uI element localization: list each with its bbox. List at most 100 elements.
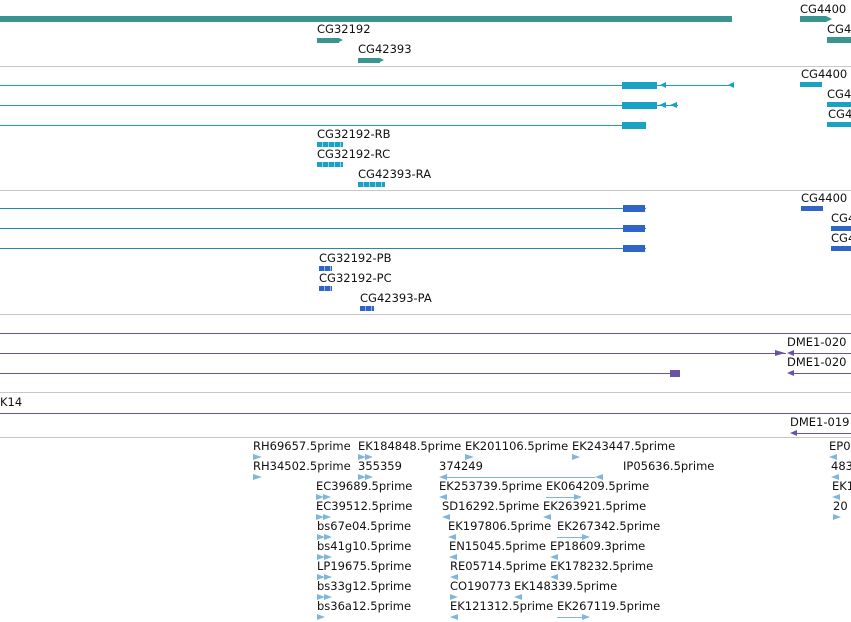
transcript-rb2-exon[interactable] <box>622 102 657 109</box>
rna-line-3[interactable] <box>0 373 680 374</box>
est-label-ek121312[interactable]: EK121312.5prime <box>450 599 554 613</box>
est-ek267342-line[interactable] <box>557 537 583 538</box>
transcript-rb1-line[interactable] <box>0 85 734 86</box>
est-374249-end-icon[interactable] <box>595 474 603 480</box>
transcript-cg32192-rc-glyph[interactable] <box>317 162 343 167</box>
est-rh34502-icon[interactable] <box>253 474 262 480</box>
rna-dme-line-2[interactable] <box>794 373 851 374</box>
est-label-ip05636[interactable]: IP05636.5prime <box>623 459 715 473</box>
est-bs67e04-icon[interactable] <box>317 534 325 540</box>
est-label-20[interactable]: 20 <box>833 499 848 513</box>
est-bs33g12-icon[interactable] <box>317 594 325 600</box>
est-label-sd16292[interactable]: SD16292.5prime <box>442 499 540 513</box>
est-ep18609-icon[interactable] <box>550 554 558 560</box>
est-label-ek243447[interactable]: EK243447.5prime <box>572 439 676 453</box>
est-bs33g12b-icon[interactable] <box>324 594 332 600</box>
est-label-ek184848[interactable]: EK184848.5prime <box>358 439 462 453</box>
est-label-ek267119[interactable]: EK267119.5prime <box>557 599 661 613</box>
est-ek184848-icon[interactable] <box>358 454 366 460</box>
est-label-bs33g12[interactable]: bs33g12.5prime <box>317 579 412 593</box>
est-ek064209-icon[interactable] <box>574 494 582 500</box>
rna-dme-line-1[interactable] <box>794 353 851 354</box>
rna-line-1[interactable] <box>0 333 851 334</box>
est-label-bs67e04[interactable]: bs67e04.5prime <box>317 519 412 533</box>
gene-cg-main-bar[interactable] <box>0 16 732 22</box>
est-lp19675-icon[interactable] <box>317 574 325 580</box>
est-374249-line[interactable] <box>447 477 595 478</box>
gene-label-cg4400b[interactable]: CG4400 <box>827 22 851 36</box>
est-label-355359[interactable]: 355359 <box>358 459 402 473</box>
est-ek243447-icon[interactable] <box>572 454 580 460</box>
rna-label-dme1-020-b[interactable]: DME1-020 <box>787 355 847 369</box>
est-rh69657-icon[interactable] <box>253 454 262 460</box>
transcript-cg32192-rb-glyph[interactable] <box>317 142 343 147</box>
est-label-lp19675[interactable]: LP19675.5prime <box>317 559 412 573</box>
est-483-icon[interactable] <box>831 474 839 480</box>
est-label-374249[interactable]: 374249 <box>439 459 483 473</box>
est-label-ek267342[interactable]: EK267342.5prime <box>557 519 661 533</box>
gene-cg4400b-bar[interactable] <box>827 37 851 43</box>
transcript-label-cg4-p1[interactable]: CG4 <box>831 211 851 225</box>
transcript-label-cg4-1[interactable]: CG4 <box>827 87 851 101</box>
est-ep0-icon[interactable] <box>829 454 837 460</box>
est-ek267119-icon[interactable] <box>582 614 590 620</box>
est-label-ep0[interactable]: EP0 <box>829 439 851 453</box>
transcript-cg32192-pb-glyph[interactable] <box>319 266 332 271</box>
transcript-rb1-exon[interactable] <box>622 82 657 89</box>
transcript-cg4-2-glyph[interactable] <box>827 122 851 127</box>
est-ek197806-icon[interactable] <box>448 534 456 540</box>
est-re05714-icon[interactable] <box>450 574 458 580</box>
est-ek1-icon[interactable] <box>832 494 840 500</box>
est-label-ek263921[interactable]: EK263921.5prime <box>543 499 647 513</box>
rna-line-3-exon[interactable] <box>670 370 680 377</box>
est-label-bs36a12[interactable]: bs36a12.5prime <box>317 599 412 613</box>
transcript-label-cg4-2[interactable]: CG4 <box>828 107 851 121</box>
transcript-label-cg4400-p[interactable]: CG4400 <box>801 191 848 205</box>
est-label-ec39512[interactable]: EC39512.5prime <box>316 499 413 513</box>
est-label-ek148339[interactable]: EK148339.5prime <box>514 579 618 593</box>
est-sd16292-icon[interactable] <box>442 514 450 520</box>
est-co190773-icon[interactable] <box>450 594 458 600</box>
est-lp19675b-icon[interactable] <box>324 574 332 580</box>
est-ek201106-icon[interactable] <box>465 454 474 460</box>
est-label-ek197806[interactable]: EK197806.5prime <box>448 519 552 533</box>
est-label-rh34502[interactable]: RH34502.5prime <box>253 459 351 473</box>
est-ek263921-icon[interactable] <box>543 514 551 520</box>
gene-cg4400-bar[interactable] <box>800 16 826 22</box>
est-20-icon[interactable] <box>833 514 841 520</box>
k14-line[interactable] <box>0 413 851 414</box>
transcript-pb1-line[interactable] <box>0 208 646 209</box>
est-bs41g10-icon[interactable] <box>317 554 325 560</box>
est-ek178232-icon[interactable] <box>550 574 558 580</box>
transcript-cg32192-pc-glyph[interactable] <box>319 286 332 291</box>
transcript-label-cg4-p2[interactable]: CG4 <box>831 231 851 245</box>
est-ek121312-icon[interactable] <box>450 614 458 620</box>
est-label-483[interactable]: 483 <box>831 459 851 473</box>
transcript-rb2-line[interactable] <box>0 105 678 106</box>
transcript-label-cg42393-pa[interactable]: CG42393-PA <box>360 291 432 305</box>
est-355359b-icon[interactable] <box>365 474 373 480</box>
est-374249-icon[interactable] <box>439 474 447 480</box>
est-label-ek201106[interactable]: EK201106.5prime <box>465 439 569 453</box>
gene-label-cg32192[interactable]: CG32192 <box>317 22 371 36</box>
est-ec39689b-icon[interactable] <box>323 494 331 500</box>
transcript-cg42393-pa-glyph[interactable] <box>360 306 374 311</box>
transcript-pb3-line[interactable] <box>0 248 646 249</box>
rna-line-2[interactable] <box>0 353 786 354</box>
transcript-pb2-line[interactable] <box>0 228 646 229</box>
transcript-label-cg32192-pb[interactable]: CG32192-PB <box>319 251 392 265</box>
est-bs67e04b-icon[interactable] <box>324 534 332 540</box>
transcript-pb1-exon[interactable] <box>623 205 645 212</box>
transcript-cg4400-glyph[interactable] <box>800 82 822 87</box>
est-ek267119-line[interactable] <box>557 617 583 618</box>
est-label-re05714[interactable]: RE05714.5prime <box>450 559 547 573</box>
gene-label-cg4400[interactable]: CG4400 <box>800 2 847 16</box>
est-ek148339-icon[interactable] <box>514 594 522 600</box>
est-bs36a12-icon[interactable] <box>317 614 325 620</box>
transcript-label-cg42393-ra[interactable]: CG42393-RA <box>358 167 432 181</box>
est-label-ek178232[interactable]: EK178232.5prime <box>550 559 654 573</box>
transcript-cg4-p1-glyph[interactable] <box>831 226 851 231</box>
transcript-cg4-1-glyph[interactable] <box>827 102 851 107</box>
est-label-rh69657[interactable]: RH69657.5prime <box>253 439 351 453</box>
est-label-ec39689[interactable]: EC39689.5prime <box>316 479 413 493</box>
